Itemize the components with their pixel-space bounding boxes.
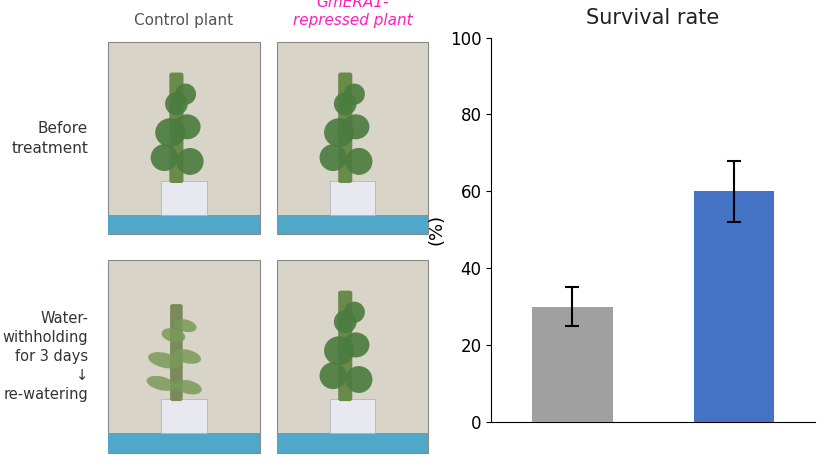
Bar [277, 215, 428, 234]
Ellipse shape [150, 144, 178, 171]
Ellipse shape [175, 319, 197, 332]
Ellipse shape [176, 380, 202, 394]
Text: Before
treatment: Before treatment [11, 121, 88, 156]
Ellipse shape [345, 148, 372, 175]
Bar [330, 399, 375, 433]
FancyBboxPatch shape [170, 304, 183, 401]
Bar [277, 42, 428, 235]
Ellipse shape [173, 114, 201, 139]
Bar [532, 307, 612, 422]
Ellipse shape [148, 352, 181, 369]
Bar [108, 42, 260, 235]
Ellipse shape [161, 328, 185, 342]
Y-axis label: (%): (%) [428, 214, 446, 245]
Bar [108, 260, 260, 453]
Ellipse shape [344, 83, 365, 105]
Title: Survival rate: Survival rate [586, 8, 720, 28]
Ellipse shape [342, 114, 370, 139]
Ellipse shape [334, 310, 357, 333]
FancyBboxPatch shape [339, 291, 352, 401]
Ellipse shape [173, 349, 201, 364]
FancyBboxPatch shape [339, 73, 352, 183]
Ellipse shape [342, 333, 370, 357]
Ellipse shape [345, 366, 372, 393]
Bar [330, 181, 375, 215]
Ellipse shape [324, 336, 354, 365]
Ellipse shape [319, 362, 347, 389]
Ellipse shape [175, 83, 196, 105]
Bar [161, 399, 207, 433]
Ellipse shape [176, 148, 203, 175]
Bar [694, 191, 774, 422]
Ellipse shape [146, 376, 176, 391]
Ellipse shape [319, 144, 347, 171]
Bar [277, 433, 428, 453]
Bar [108, 433, 260, 453]
Text: GmERA1-
repressed plant: GmERA1- repressed plant [293, 0, 412, 28]
Bar [108, 215, 260, 234]
Ellipse shape [155, 118, 186, 147]
Ellipse shape [324, 118, 354, 147]
Bar [277, 260, 428, 453]
Text: Water-
withholding
for 3 days
↓
re-watering: Water- withholding for 3 days ↓ re-water… [3, 310, 88, 402]
Ellipse shape [344, 302, 365, 323]
Text: Control plant: Control plant [134, 13, 234, 28]
Bar [161, 181, 207, 215]
Ellipse shape [165, 92, 188, 115]
Ellipse shape [334, 92, 357, 115]
FancyBboxPatch shape [170, 73, 183, 183]
